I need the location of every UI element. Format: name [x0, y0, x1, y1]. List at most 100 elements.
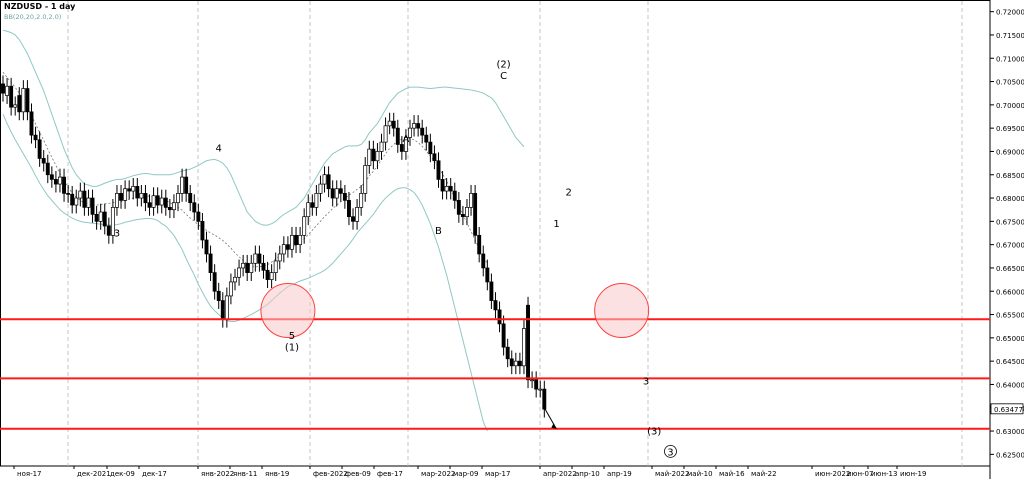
candle — [135, 186, 140, 199]
candle — [82, 190, 87, 208]
x-tick-label: фев-2022 — [313, 470, 348, 478]
candle — [310, 202, 315, 208]
y-tick-label: 0.62500 — [996, 451, 1024, 459]
candle — [440, 179, 445, 192]
wave-label: 5 — [289, 331, 295, 342]
y-tick-label: 0.67000 — [996, 242, 1024, 250]
candle — [485, 267, 490, 283]
y-tick-label: 0.65000 — [996, 335, 1024, 343]
candle — [306, 202, 311, 218]
candle — [29, 111, 34, 136]
candle — [196, 211, 201, 222]
candle — [477, 234, 482, 255]
y-tick-label: 0.72000 — [996, 9, 1024, 17]
candle — [460, 214, 465, 218]
indicator-label: BB(20,20,2.0,2.0) — [4, 13, 62, 21]
candle — [448, 186, 453, 192]
candle — [367, 148, 372, 166]
candle — [253, 253, 258, 264]
candle — [432, 153, 437, 162]
candle — [74, 197, 79, 206]
candle — [420, 127, 425, 136]
candle — [159, 197, 164, 206]
wave-label: (3) — [647, 426, 661, 437]
y-tick-label: 0.67500 — [996, 218, 1024, 226]
candle — [139, 193, 144, 199]
candle — [86, 197, 91, 208]
wave-label: A — [403, 134, 410, 145]
candle — [131, 186, 136, 192]
candle — [509, 358, 514, 367]
y-tick-label: 0.71000 — [996, 55, 1024, 63]
candle — [147, 202, 152, 208]
x-tick-label: июн-2022 — [815, 470, 850, 478]
candle — [94, 214, 99, 222]
y-tick-label: 0.70500 — [996, 79, 1024, 87]
candle — [294, 234, 298, 246]
candle — [505, 346, 510, 360]
candle — [465, 207, 469, 218]
x-tick-label: дек-09 — [110, 470, 135, 478]
candle — [249, 262, 254, 273]
candle — [359, 193, 364, 208]
candle — [62, 176, 67, 194]
highlight-circle — [594, 283, 650, 339]
candle — [58, 176, 62, 185]
candle — [45, 162, 50, 176]
candle — [163, 197, 168, 208]
candle — [383, 125, 388, 143]
x-tick-label: ноя-17 — [17, 470, 42, 478]
candle — [204, 239, 209, 255]
candle — [200, 221, 205, 241]
wave-label: B — [435, 226, 442, 237]
candle — [102, 211, 107, 227]
candle — [106, 225, 111, 236]
x-tick-label: дек-17 — [142, 470, 167, 478]
candle — [542, 388, 547, 410]
y-tick-label: 0.63000 — [996, 428, 1024, 436]
x-tick-label: дек-2021 — [77, 470, 111, 478]
candle — [493, 300, 498, 311]
candle — [1, 83, 5, 94]
y-tick-label: 0.69000 — [996, 148, 1024, 156]
wave-label: 2 — [566, 188, 572, 199]
y-tick-label: 0.69500 — [996, 125, 1024, 133]
candle — [408, 127, 412, 138]
candle — [371, 148, 376, 162]
y-tick-label: 0.65500 — [996, 312, 1024, 320]
candle — [513, 360, 518, 367]
candle — [522, 328, 526, 367]
candle — [363, 165, 368, 194]
candle — [456, 200, 461, 215]
candle — [208, 253, 213, 273]
candle — [37, 139, 42, 159]
candle — [245, 262, 250, 273]
candle — [497, 309, 502, 325]
candle — [412, 123, 417, 129]
wave-label: C — [500, 71, 507, 82]
wave-label: (1) — [285, 343, 299, 354]
candle — [216, 290, 221, 301]
candle — [285, 244, 290, 250]
y-tick-label: 0.66500 — [996, 265, 1024, 273]
projection-arrow-head — [551, 423, 557, 429]
x-tick-label: мар-2022 — [421, 470, 455, 478]
candle — [269, 272, 274, 280]
candle — [17, 95, 22, 113]
candle — [489, 281, 494, 301]
x-tick-label: апр-2022 — [543, 470, 577, 478]
x-tick-label: фев-09 — [345, 470, 371, 478]
x-tick-label: май-22 — [751, 470, 777, 478]
candle — [167, 207, 172, 211]
candle — [41, 158, 46, 164]
candle — [257, 253, 262, 264]
candle — [70, 193, 75, 206]
candle — [281, 244, 286, 255]
candle — [391, 120, 396, 129]
candle — [53, 179, 58, 185]
candle — [123, 188, 128, 201]
candle — [395, 127, 400, 145]
candle — [49, 174, 54, 180]
candle — [481, 253, 486, 269]
candle — [176, 193, 180, 204]
